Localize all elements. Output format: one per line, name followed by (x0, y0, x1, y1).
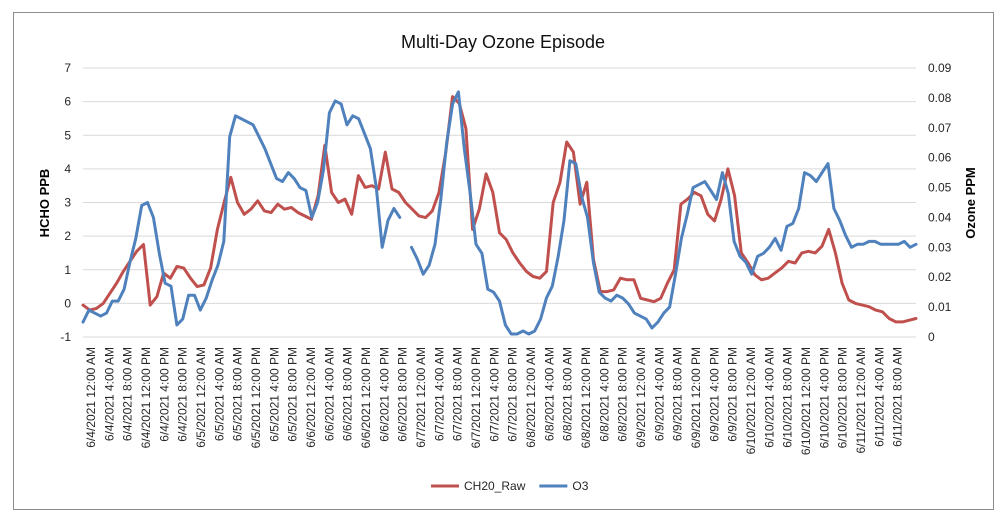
x-tick-label: 6/9/2021 4:00 PM (707, 347, 721, 442)
y-right-tick-label: 0.09 (928, 61, 952, 75)
x-tick-label: 6/4/2021 12:00 AM (84, 347, 98, 448)
chart-title: Multi-Day Ozone Episode (401, 32, 605, 52)
y-axis-right-ticks: 0 0.01 0.02 0.03 0.04 0.05 0.06 0.07 0.08 0.09 (928, 61, 952, 344)
x-tick-label: 6/11/2021 8:00 AM (891, 347, 905, 447)
y-left-tick-label: 4 (64, 162, 71, 176)
x-tick-label: 6/10/2021 4:00 PM (817, 347, 831, 448)
gridlines (83, 67, 916, 338)
y-left-tick-label: 5 (64, 128, 71, 142)
x-tick-label: 6/5/2021 4:00 PM (267, 347, 281, 442)
x-tick-label: 6/10/2021 12:00 PM (799, 347, 813, 455)
series-line-o3 (81, 90, 918, 336)
y-left-tick-label: 1 (64, 263, 71, 277)
x-tick-label: 6/6/2021 12:00 AM (304, 347, 318, 448)
x-tick-label: 6/10/2021 8:00 AM (781, 347, 795, 448)
x-tick-label: 6/11/2021 4:00 AM (872, 347, 886, 447)
y-right-tick-label: 0.02 (928, 270, 952, 284)
series-lines (81, 90, 918, 336)
x-tick-label: 6/7/2021 4:00 PM (487, 347, 501, 442)
x-tick-label: 6/8/2021 8:00 AM (561, 347, 575, 441)
x-tick-label: 6/11/2021 12:00 AM (854, 347, 868, 454)
x-tick-label: 6/8/2021 4:00 AM (542, 347, 556, 441)
y-right-tick-label: 0.08 (928, 91, 952, 105)
x-tick-label: 6/9/2021 8:00 PM (726, 347, 740, 442)
y-right-tick-label: 0 (928, 330, 935, 344)
y-right-tick-label: 0.04 (928, 210, 952, 224)
x-tick-label: 6/7/2021 8:00 AM (451, 347, 465, 441)
y-axis-left-title: HCHO PPB (37, 169, 52, 238)
x-tick-label: 6/6/2021 12:00 PM (359, 347, 373, 448)
x-tick-label: 6/7/2021 8:00 PM (506, 347, 520, 442)
y-axis-right-title: Ozone PPM (963, 167, 978, 239)
y-right-tick-label: 0.03 (928, 240, 952, 254)
x-tick-label: 6/10/2021 8:00 PM (836, 347, 850, 448)
x-tick-label: 6/4/2021 8:00 AM (121, 347, 135, 441)
y-left-tick-label: 7 (64, 61, 71, 75)
legend-label: O3 (572, 479, 588, 493)
x-tick-label: 6/8/2021 4:00 PM (597, 347, 611, 442)
x-tick-label: 6/5/2021 8:00 AM (231, 347, 245, 441)
x-tick-label: 6/10/2021 4:00 AM (762, 347, 776, 448)
y-right-tick-label: 0.07 (928, 121, 952, 135)
x-tick-label: 6/8/2021 12:00 AM (524, 347, 538, 448)
x-tick-label: 6/4/2021 4:00 PM (157, 347, 171, 442)
x-tick-label: 6/9/2021 4:00 AM (652, 347, 666, 441)
x-tick-label: 6/8/2021 8:00 PM (616, 347, 630, 442)
y-left-tick-label: 2 (64, 229, 71, 243)
x-axis-ticks: 6/4/2021 12:00 AM 6/4/2021 4:00 AM 6/4/202… (84, 347, 905, 455)
y-left-tick-label: 3 (64, 196, 71, 210)
x-tick-label: 6/4/2021 4:00 AM (102, 347, 116, 441)
x-tick-label: 6/5/2021 12:00 AM (194, 347, 208, 448)
x-tick-label: 6/10/2021 12:00 AM (744, 347, 758, 454)
x-tick-label: 6/4/2021 12:00 PM (139, 347, 153, 448)
y-right-tick-label: 0.05 (928, 181, 952, 195)
x-tick-label: 6/6/2021 4:00 AM (322, 347, 336, 441)
x-tick-label: 6/4/2021 8:00 PM (176, 347, 190, 442)
x-tick-label: 6/9/2021 12:00 AM (634, 347, 648, 448)
legend-label: CH20_Raw (464, 479, 526, 493)
x-tick-label: 6/5/2021 12:00 PM (249, 347, 263, 448)
x-tick-label: 6/9/2021 12:00 PM (689, 347, 703, 448)
x-tick-label: 6/7/2021 12:00 PM (469, 347, 483, 448)
x-tick-label: 6/6/2021 4:00 PM (377, 347, 391, 442)
x-tick-label: 6/8/2021 12:00 PM (579, 347, 593, 448)
x-tick-label: 6/5/2021 8:00 PM (286, 347, 300, 442)
chart-frame (13, 12, 994, 510)
y-left-tick-label: 6 (64, 95, 71, 109)
x-tick-label: 6/7/2021 4:00 AM (432, 347, 446, 441)
y-right-tick-label: 0.01 (928, 300, 952, 314)
series-line-ch20-raw (81, 95, 918, 324)
y-left-tick-label: 0 (64, 296, 71, 310)
x-tick-label: 6/9/2021 8:00 AM (671, 347, 685, 441)
x-tick-label: 6/6/2021 8:00 AM (341, 347, 355, 441)
x-tick-label: 6/5/2021 4:00 AM (212, 347, 226, 441)
y-right-tick-label: 0.06 (928, 151, 952, 165)
x-tick-label: 6/7/2021 12:00 AM (414, 347, 428, 448)
y-left-tick-label: -1 (60, 330, 71, 344)
legend: CH20_Raw O3 (431, 479, 589, 493)
y-axis-left-ticks: -1 0 1 2 3 4 5 6 7 (60, 61, 71, 344)
x-tick-label: 6/6/2021 8:00 PM (396, 347, 410, 442)
